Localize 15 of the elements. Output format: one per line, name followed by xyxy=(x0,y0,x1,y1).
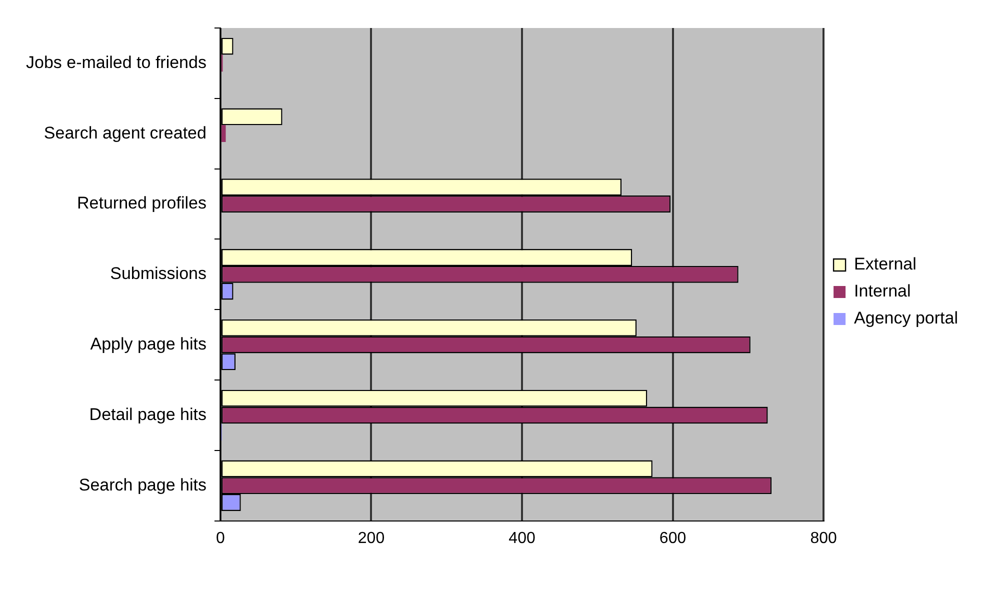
y-tick-label: Search page hits xyxy=(78,475,206,494)
y-tick-label: Returned profiles xyxy=(77,194,206,213)
y-tick-label: Apply page hits xyxy=(90,334,206,354)
y-tick-label: Submissions xyxy=(110,264,206,284)
y-tick-label: Detail page hits xyxy=(89,404,206,424)
legend-label: Agency portal xyxy=(854,308,958,328)
x-tick-label: 600 xyxy=(659,530,686,547)
x-tick-label: 400 xyxy=(508,530,536,547)
y-tick-label: Search agent created xyxy=(44,123,206,142)
y-tick-label: Jobs e-mailed to friends xyxy=(26,52,206,72)
x-tick-label: 800 xyxy=(810,530,837,547)
x-tick-label: 200 xyxy=(358,530,385,547)
legend-label: External xyxy=(854,254,916,274)
legend-label: Internal xyxy=(854,282,911,301)
x-tick-label: 0 xyxy=(216,530,226,547)
